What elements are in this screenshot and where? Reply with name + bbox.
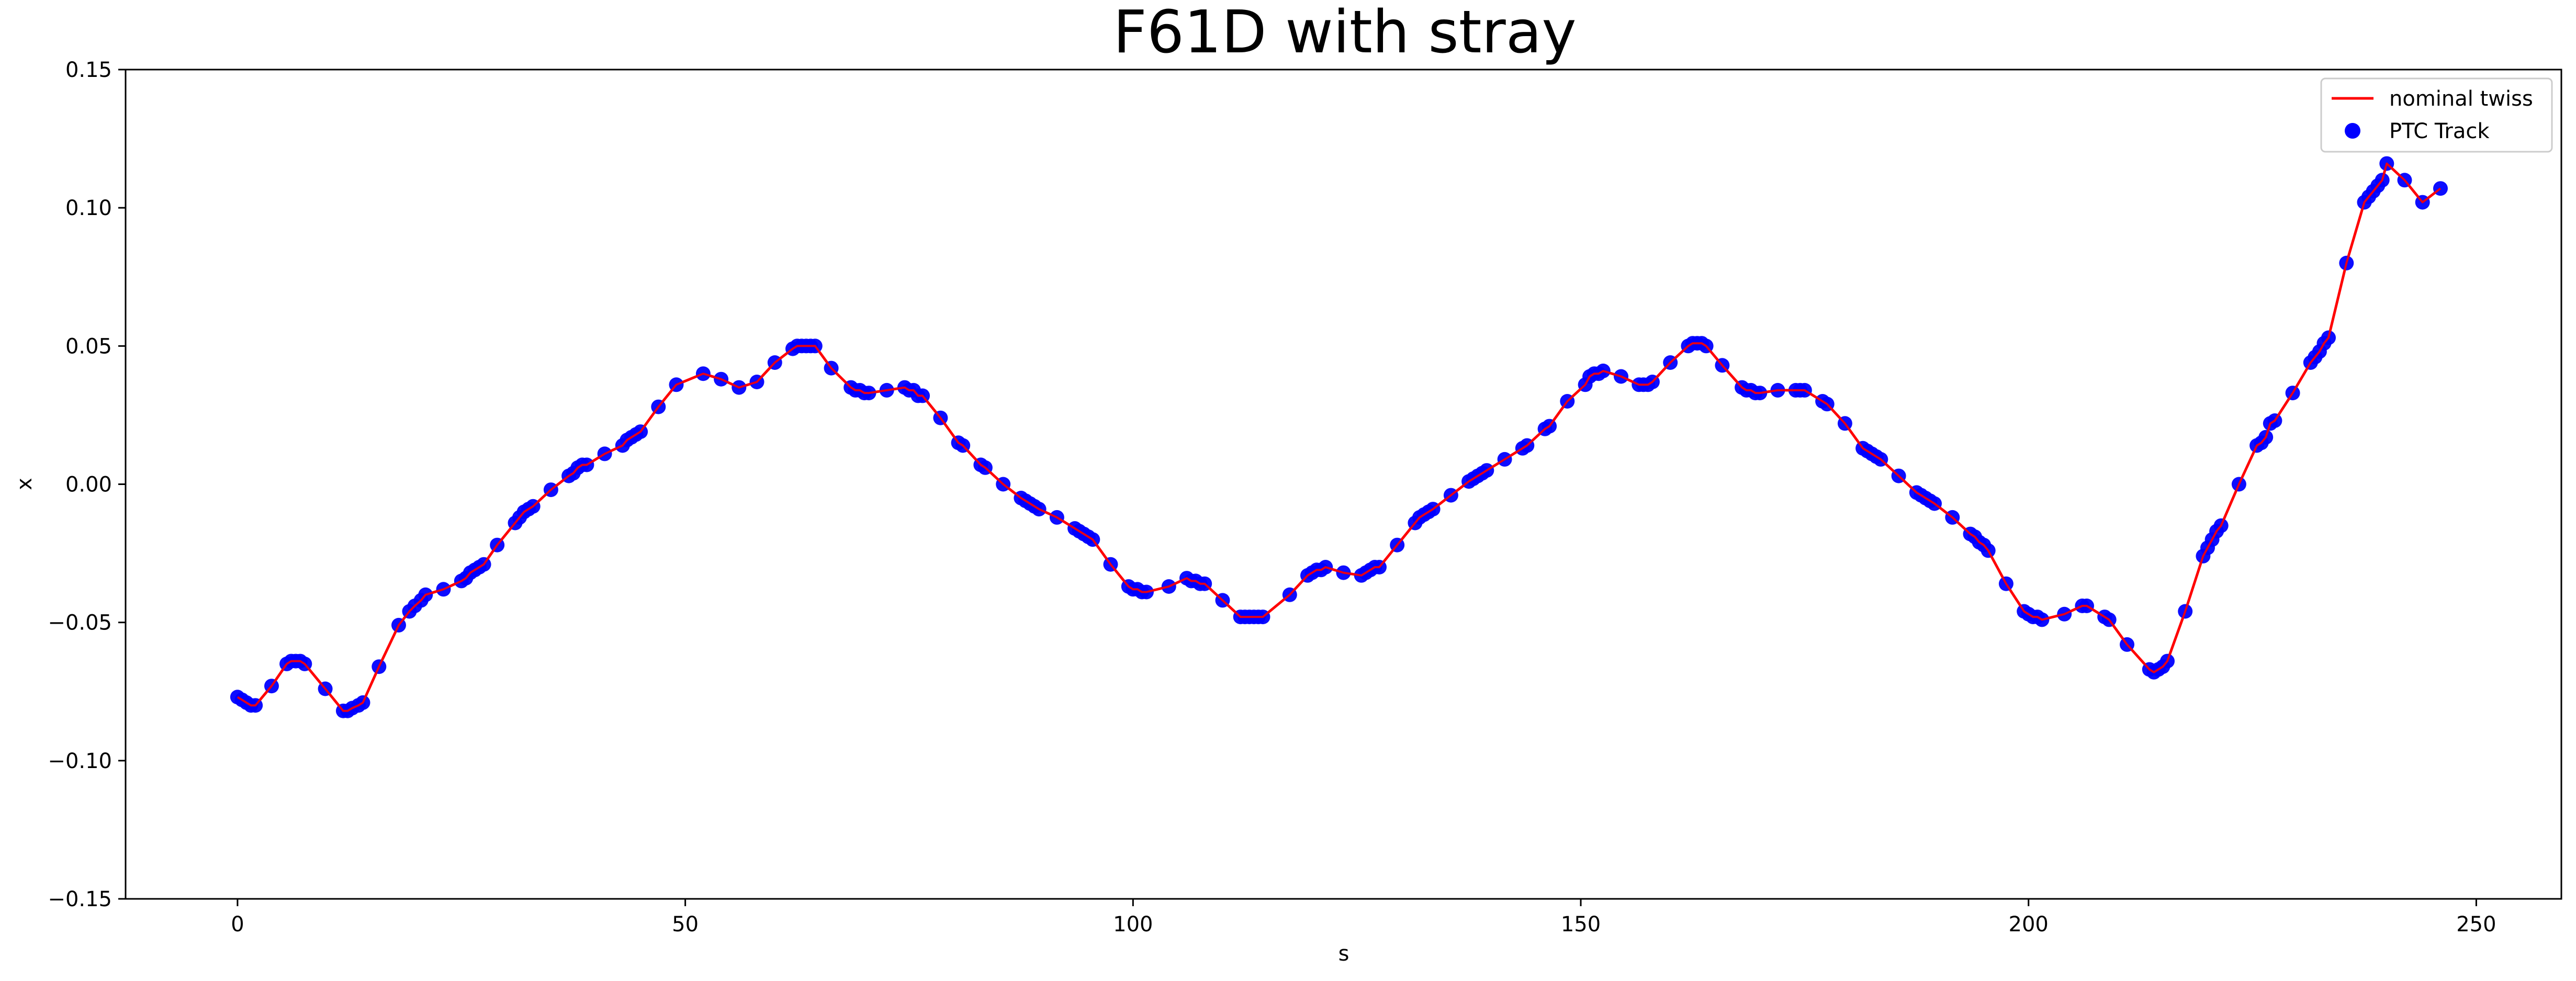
legend-marker-swatch <box>2345 123 2360 139</box>
y-tick-label: 0.00 <box>65 473 112 497</box>
y-axis: −0.15 −0.10 −0.05 0.00 0.05 0.10 0.15 <box>48 58 126 911</box>
x-axis-label: s <box>1338 942 1349 966</box>
plot-area <box>230 156 2448 718</box>
y-tick-label: 0.10 <box>65 196 112 220</box>
y-tick-label: −0.15 <box>48 887 112 911</box>
legend-box <box>2320 77 2553 153</box>
x-axis: 0 50 100 150 200 250 <box>231 899 2496 937</box>
legend-label-nominal-twiss: nominal twiss <box>2389 87 2533 111</box>
y-tick-label: 0.05 <box>65 334 112 358</box>
legend-label-ptc-track: PTC Track <box>2389 119 2490 143</box>
y-tick-label: −0.10 <box>48 749 112 773</box>
x-tick-label: 100 <box>1113 912 1153 937</box>
y-tick-label: 0.15 <box>65 58 112 82</box>
chart-title: F61D with stray <box>1113 0 1576 66</box>
x-tick-label: 200 <box>2009 912 2049 937</box>
x-tick-label: 250 <box>2456 912 2496 937</box>
x-tick-label: 0 <box>231 912 244 937</box>
series-line-overlay <box>237 162 2442 712</box>
y-tick-label: −0.05 <box>48 611 112 635</box>
x-tick-label: 150 <box>1561 912 1601 937</box>
y-axis-label: x <box>13 478 37 490</box>
x-tick-label: 50 <box>672 912 699 937</box>
legend: nominal twiss PTC Track <box>2320 77 2553 153</box>
